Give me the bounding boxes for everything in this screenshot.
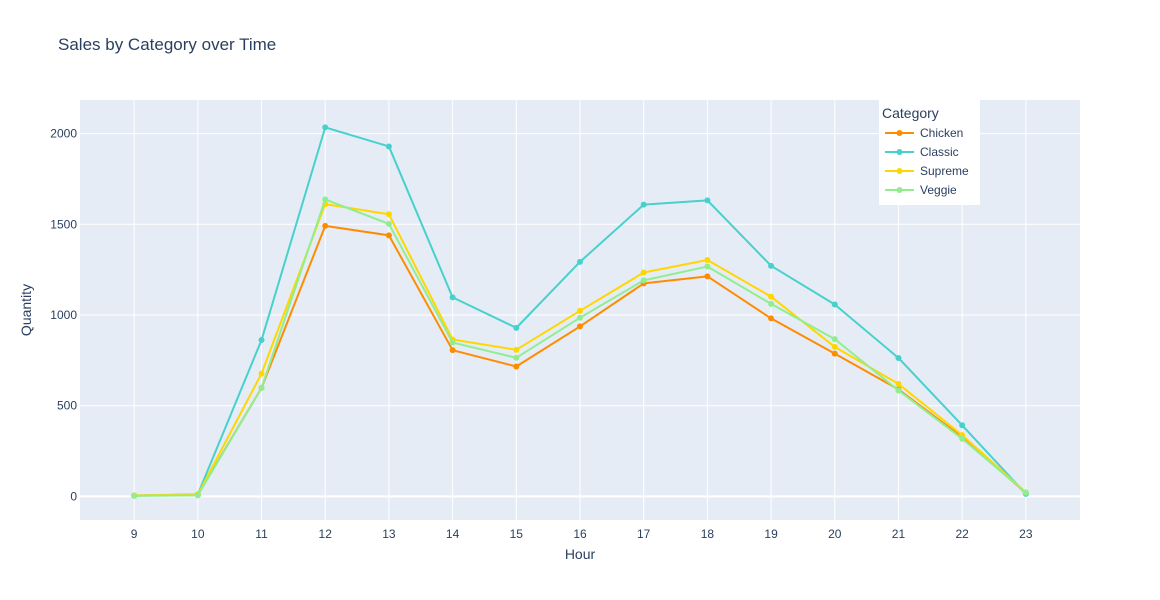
data-point-classic[interactable]	[577, 258, 583, 265]
data-point-veggie[interactable]	[831, 336, 838, 343]
data-point-classic[interactable]	[895, 354, 902, 361]
data-point-veggie[interactable]	[959, 435, 966, 442]
series-veggie[interactable]	[131, 196, 1029, 499]
legend-item-classic[interactable]: Classic	[885, 145, 959, 159]
data-point-supreme[interactable]	[513, 346, 520, 353]
x-tick-label: 20	[828, 527, 842, 541]
data-point-chicken[interactable]	[831, 350, 838, 357]
x-tick-label: 15	[510, 527, 524, 541]
data-point-supreme[interactable]	[831, 343, 838, 350]
legend-item-supreme[interactable]: Supreme	[885, 164, 969, 178]
data-point-classic[interactable]	[704, 197, 711, 204]
data-point-veggie[interactable]	[640, 277, 647, 284]
y-tick-labels: 0 500 1000 1500 2000	[50, 127, 77, 504]
data-point-classic[interactable]	[768, 262, 775, 269]
legend-label: Chicken	[920, 126, 963, 140]
x-tick-label: 19	[764, 527, 778, 541]
data-point-chicken[interactable]	[385, 232, 392, 239]
x-tick-label: 11	[255, 527, 268, 541]
legend-swatch-marker	[896, 187, 903, 193]
data-point-supreme[interactable]	[258, 370, 265, 377]
data-point-classic[interactable]	[831, 301, 838, 308]
legend-swatch-marker	[896, 149, 903, 155]
data-point-supreme[interactable]	[385, 211, 392, 218]
data-point-chicken[interactable]	[577, 323, 583, 330]
data-point-supreme[interactable]	[640, 269, 647, 276]
data-point-chicken[interactable]	[449, 347, 456, 354]
data-point-veggie[interactable]	[131, 492, 138, 499]
x-tick-label: 21	[892, 527, 906, 541]
data-point-veggie[interactable]	[194, 492, 201, 499]
data-point-veggie[interactable]	[704, 263, 711, 270]
data-point-veggie[interactable]	[513, 354, 520, 361]
x-tick-label: 14	[446, 527, 460, 541]
data-point-classic[interactable]	[959, 422, 966, 429]
x-tick-label: 13	[382, 527, 396, 541]
data-point-classic[interactable]	[322, 124, 329, 131]
x-tick-label: 18	[701, 527, 715, 541]
data-point-classic[interactable]	[449, 294, 456, 301]
x-axis-title: Hour	[565, 546, 596, 562]
x-tick-labels: 9 10 11 12 13 14 15 16 17 18 19 20 21 22 23	[131, 527, 1033, 541]
y-axis-title: Quantity	[18, 284, 34, 336]
data-point-veggie[interactable]	[258, 384, 265, 391]
x-tick-label: 16	[573, 527, 587, 541]
legend-swatch-marker	[896, 130, 903, 136]
data-point-veggie[interactable]	[449, 339, 456, 346]
x-tick-label: 22	[955, 527, 969, 541]
data-point-chicken[interactable]	[322, 222, 329, 229]
data-point-veggie[interactable]	[385, 220, 392, 227]
legend-item-chicken[interactable]: Chicken	[885, 126, 963, 140]
legend-swatch-marker	[896, 168, 903, 174]
data-point-supreme[interactable]	[577, 307, 583, 314]
data-point-supreme[interactable]	[704, 257, 711, 264]
y-tick-label: 1000	[50, 308, 77, 322]
x-tick-label: 23	[1019, 527, 1033, 541]
legend[interactable]: Category Chicken Classic Supreme Veggie	[879, 100, 980, 205]
data-point-supreme[interactable]	[895, 380, 902, 387]
data-point-classic[interactable]	[258, 337, 265, 344]
data-point-chicken[interactable]	[704, 273, 711, 280]
y-tick-label: 0	[70, 489, 77, 503]
x-tick-label: 9	[131, 527, 138, 541]
legend-items[interactable]: Chicken Classic Supreme Veggie	[885, 126, 969, 197]
y-tick-label: 2000	[50, 127, 77, 141]
y-tick-label: 500	[57, 399, 77, 413]
data-point-veggie[interactable]	[768, 300, 775, 307]
data-point-chicken[interactable]	[513, 363, 520, 370]
legend-label: Supreme	[920, 164, 969, 178]
x-tick-label: 12	[319, 527, 333, 541]
data-point-veggie[interactable]	[1022, 489, 1029, 496]
x-tick-label: 17	[637, 527, 651, 541]
legend-item-veggie[interactable]: Veggie	[885, 183, 957, 197]
legend-label: Veggie	[920, 183, 957, 197]
data-point-veggie[interactable]	[577, 314, 583, 321]
data-point-veggie[interactable]	[895, 387, 902, 394]
data-point-supreme[interactable]	[768, 293, 775, 300]
x-tick-label: 10	[191, 527, 205, 541]
data-point-classic[interactable]	[385, 143, 392, 150]
legend-label: Classic	[920, 145, 959, 159]
data-point-chicken[interactable]	[768, 315, 775, 322]
data-point-classic[interactable]	[640, 201, 647, 208]
data-point-veggie[interactable]	[322, 196, 329, 203]
data-point-classic[interactable]	[513, 324, 520, 331]
y-tick-label: 1500	[50, 217, 77, 231]
chart-title: Sales by Category over Time	[58, 35, 276, 54]
series-layer	[131, 124, 1029, 499]
legend-title: Category	[882, 105, 939, 121]
